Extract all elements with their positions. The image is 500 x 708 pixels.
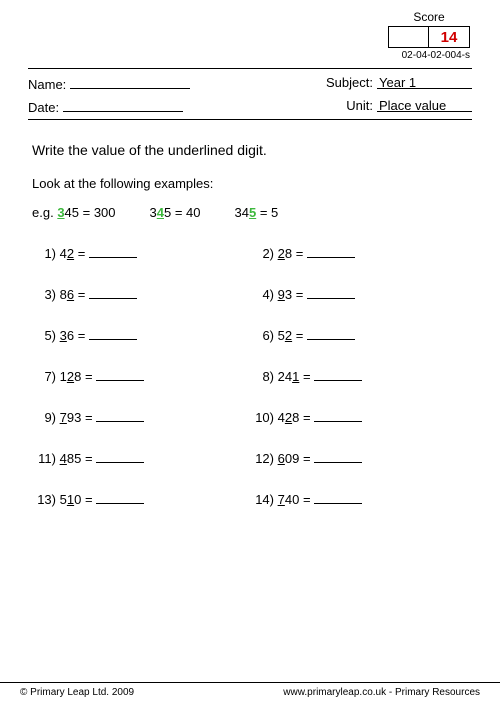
underlined-digit: 6: [278, 451, 285, 466]
question-cell: 12) 609 =: [254, 451, 472, 466]
name-field[interactable]: [70, 75, 190, 89]
score-box-value: 14: [429, 27, 469, 47]
subject-field[interactable]: Year 1: [377, 75, 472, 89]
worksheet-id: 02-04-02-004-s: [388, 50, 470, 61]
question-cell: 7) 128 =: [36, 369, 254, 384]
answer-field[interactable]: [96, 410, 144, 422]
question-number: 11): [36, 451, 56, 466]
underlined-digit: 1: [67, 492, 74, 507]
question-cell: 5) 36 =: [36, 328, 254, 343]
score-box-empty: [389, 27, 429, 47]
question-cell: 10) 428 =: [254, 410, 472, 425]
score-label: Score: [388, 10, 470, 24]
example-1: e.g. 345 = 300: [32, 205, 116, 220]
instruction: Write the value of the underlined digit.: [32, 142, 472, 158]
answer-field[interactable]: [96, 451, 144, 463]
underlined-digit: 4: [157, 205, 164, 220]
question-cell: 4) 93 =: [254, 287, 472, 302]
answer-field[interactable]: [314, 451, 362, 463]
score-boxes: 14: [388, 26, 470, 48]
question-number: 9): [36, 410, 56, 425]
underlined-digit: 2: [278, 246, 285, 261]
question-cell: 8) 241 =: [254, 369, 472, 384]
question-number: 14): [254, 492, 274, 507]
question-cell: 14) 740 =: [254, 492, 472, 507]
answer-field[interactable]: [89, 246, 137, 258]
question-cell: 6) 52 =: [254, 328, 472, 343]
underlined-digit: 7: [60, 410, 67, 425]
example-2: 345 = 40: [150, 205, 201, 220]
examples-label: Look at the following examples:: [32, 176, 472, 191]
question-cell: 1) 42 =: [36, 246, 254, 261]
question-number: 2): [254, 246, 274, 261]
underlined-digit: 2: [67, 369, 74, 384]
underlined-digit: 1: [292, 369, 299, 384]
unit-label: Unit:: [346, 98, 373, 113]
header-row-2: Date: Unit: Place value: [28, 98, 472, 115]
underlined-digit: 3: [57, 205, 64, 220]
question-row: 3) 86 = 4) 93 =: [36, 287, 472, 302]
answer-field[interactable]: [89, 287, 137, 299]
score-block: Score 14 02-04-02-004-s: [388, 10, 470, 61]
question-cell: 13) 510 =: [36, 492, 254, 507]
answer-field[interactable]: [314, 369, 362, 381]
questions-grid: 1) 42 = 2) 28 = 3) 86 = 4) 93 = 5) 36 = …: [36, 246, 472, 507]
question-row: 9) 793 = 10) 428 =: [36, 410, 472, 425]
example-3: 345 = 5: [235, 205, 279, 220]
question-row: 11) 485 = 12) 609 =: [36, 451, 472, 466]
answer-field[interactable]: [307, 246, 355, 258]
answer-field[interactable]: [96, 369, 144, 381]
question-row: 7) 128 = 8) 241 =: [36, 369, 472, 384]
question-number: 6): [254, 328, 274, 343]
question-number: 10): [254, 410, 274, 425]
question-number: 12): [254, 451, 274, 466]
score-value: 14: [441, 29, 458, 46]
question-number: 13): [36, 492, 56, 507]
underlined-digit: 2: [285, 410, 292, 425]
question-row: 5) 36 = 6) 52 =: [36, 328, 472, 343]
page: Name: Subject: Year 1 Date: Unit: Place …: [0, 0, 500, 507]
answer-field[interactable]: [307, 287, 355, 299]
question-row: 13) 510 = 14) 740 =: [36, 492, 472, 507]
question-cell: 3) 86 =: [36, 287, 254, 302]
footer: © Primary Leap Ltd. 2009 www.primaryleap…: [0, 682, 500, 698]
date-field[interactable]: [63, 98, 183, 112]
date-label: Date:: [28, 100, 59, 115]
answer-field[interactable]: [307, 328, 355, 340]
answer-field[interactable]: [89, 328, 137, 340]
question-number: 4): [254, 287, 274, 302]
examples-row: e.g. 345 = 300 345 = 40 345 = 5: [32, 205, 472, 220]
subject-label: Subject:: [326, 75, 373, 90]
question-row: 1) 42 = 2) 28 =: [36, 246, 472, 261]
underlined-digit: 2: [285, 328, 292, 343]
question-number: 5): [36, 328, 56, 343]
underlined-digit: 6: [67, 287, 74, 302]
answer-field[interactable]: [96, 492, 144, 504]
question-cell: 11) 485 =: [36, 451, 254, 466]
divider-top: [28, 68, 472, 69]
question-number: 1): [36, 246, 56, 261]
underlined-digit: 2: [67, 246, 74, 261]
question-cell: 2) 28 =: [254, 246, 472, 261]
question-number: 8): [254, 369, 274, 384]
underlined-digit: 9: [278, 287, 285, 302]
question-number: 3): [36, 287, 56, 302]
name-label: Name:: [28, 77, 66, 92]
underlined-digit: 3: [60, 328, 67, 343]
answer-field[interactable]: [314, 410, 362, 422]
underlined-digit: 4: [60, 451, 67, 466]
question-number: 7): [36, 369, 56, 384]
header-row-1: Name: Subject: Year 1: [28, 75, 472, 92]
unit-field[interactable]: Place value: [377, 98, 472, 112]
underlined-digit: 7: [278, 492, 285, 507]
answer-field[interactable]: [314, 492, 362, 504]
footer-right: www.primaryleap.co.uk - Primary Resource…: [283, 687, 480, 698]
divider-mid: [28, 119, 472, 120]
footer-left: © Primary Leap Ltd. 2009: [20, 687, 134, 698]
question-cell: 9) 793 =: [36, 410, 254, 425]
